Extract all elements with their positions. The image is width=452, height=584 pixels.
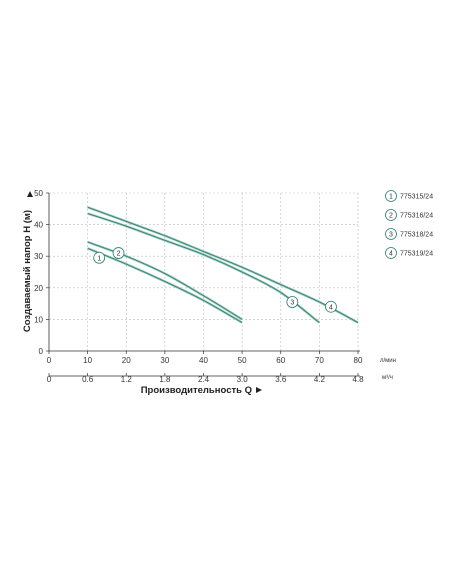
legend-marker-number: 3 [389, 232, 393, 239]
x-tick-label: 60 [276, 356, 285, 365]
y-tick-label: 0 [39, 347, 44, 356]
legend-marker-circle [385, 247, 397, 259]
legend-marker-number: 2 [389, 213, 393, 220]
x-tick-label: 80 [354, 356, 363, 365]
series-line-4 [87, 206, 359, 323]
legend-marker-number: 1 [389, 194, 393, 201]
curve-markers: 1 2 3 4 [93, 247, 337, 313]
x-secondary-tick-label: 0.6 [82, 375, 94, 384]
x-unit-label: л/мин [380, 358, 396, 364]
x-secondary-tick-label: 3.6 [275, 375, 287, 384]
x-tick-label: 70 [315, 356, 324, 365]
legend: 1 775315/24 2 775316/24 3 775318/24 4 775319/24 [385, 190, 433, 259]
y-tick-label: 40 [34, 221, 43, 230]
y-axis-arrow-icon [27, 191, 33, 197]
x-tick-label: 30 [160, 356, 169, 365]
legend-marker-circle [385, 190, 397, 202]
y-tick-label: 20 [34, 284, 43, 293]
curve-marker-circle [286, 296, 299, 308]
x-tick-label: 40 [199, 356, 208, 365]
y-tick-label: 30 [34, 252, 43, 261]
x-secondary-tick-label: 2.4 [198, 375, 210, 384]
legend-marker-circle [385, 209, 397, 221]
x-secondary-tick-label: 4.8 [352, 375, 364, 384]
x-axis-title: Производительность Q [141, 385, 252, 396]
y-tick-label: 50 [34, 189, 43, 198]
x-tick-label: 20 [122, 356, 131, 365]
x-secondary-tick-label: 0 [47, 375, 52, 384]
curve-marker-circle [112, 247, 125, 259]
curve-marker-label: 3 [290, 300, 294, 307]
x-tick-label: 10 [83, 356, 92, 365]
curve-marker-circle [93, 251, 106, 264]
grid [49, 192, 359, 351]
x-axis-arrow-icon [256, 387, 262, 393]
legend-entry-label: 775316/24 [400, 213, 433, 220]
x-secondary-tick-label: 1.2 [121, 375, 133, 384]
legend-entry-label: 775318/24 [400, 232, 433, 239]
legend-marker-circle [385, 228, 397, 240]
curve-marker-circle [325, 300, 337, 313]
x-secondary-tick-label: 4.2 [314, 375, 326, 384]
x-secondary-unit-label: м³/ч [382, 375, 393, 381]
legend-entry-label: 775319/24 [400, 251, 433, 258]
series-lines [87, 206, 359, 324]
x-secondary-tick-label: 3.0 [237, 375, 249, 384]
curve-marker-label: 1 [97, 255, 101, 262]
y-axis-title: Создаваемый напор H (м) [22, 210, 33, 332]
axes [46, 192, 360, 377]
curve-marker-label: 2 [117, 251, 121, 258]
x-tick-label: 50 [238, 356, 247, 365]
legend-marker-number: 4 [389, 251, 393, 258]
x-secondary-tick-label: 1.8 [159, 375, 171, 384]
curve-marker-label: 4 [329, 304, 333, 311]
series-line-1 [87, 247, 243, 323]
series-line-3 [87, 213, 320, 323]
legend-entry-label: 775315/24 [400, 194, 433, 201]
x-tick-label: 0 [47, 356, 52, 365]
y-tick-label: 10 [34, 315, 43, 324]
